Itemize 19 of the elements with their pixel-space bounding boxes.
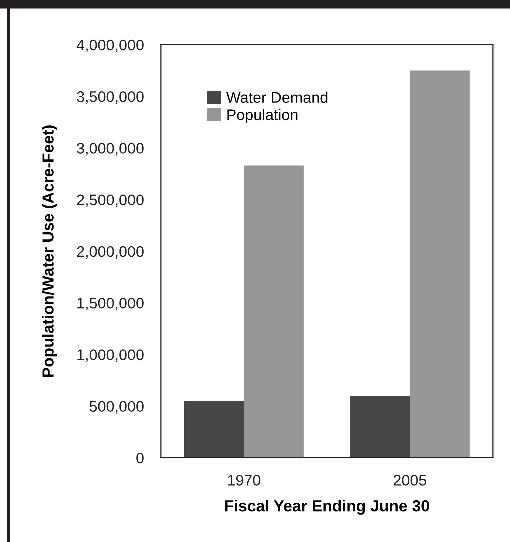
y-tick-label: 2,500,000 xyxy=(77,194,144,208)
x-axis-title: Fiscal Year Ending June 30 xyxy=(225,500,430,515)
legend-label: Water Demand xyxy=(226,92,328,104)
x-tick-label: 1970 xyxy=(228,475,261,486)
bar xyxy=(244,166,304,458)
bar xyxy=(410,70,470,458)
y-tick-label: 0 xyxy=(136,452,144,464)
legend-label: Population xyxy=(228,109,298,124)
y-tick-label: 3,500,000 xyxy=(77,91,144,104)
y-tick-label: 4,000,000 xyxy=(76,40,144,52)
y-axis-title: Population/Water Use (Acre-Feet) xyxy=(42,126,58,378)
x-tick-label: 2005 xyxy=(394,475,427,486)
y-tick-label: 1,500,000 xyxy=(78,298,144,311)
y-tick-label: 3,000,000 xyxy=(77,143,144,156)
y-tick-label: 1,000,000 xyxy=(78,350,144,362)
y-tick-label: 2,000,000 xyxy=(77,246,144,259)
y-tick-label: 500,000 xyxy=(90,401,144,414)
bar xyxy=(350,396,410,458)
bar xyxy=(184,401,244,458)
